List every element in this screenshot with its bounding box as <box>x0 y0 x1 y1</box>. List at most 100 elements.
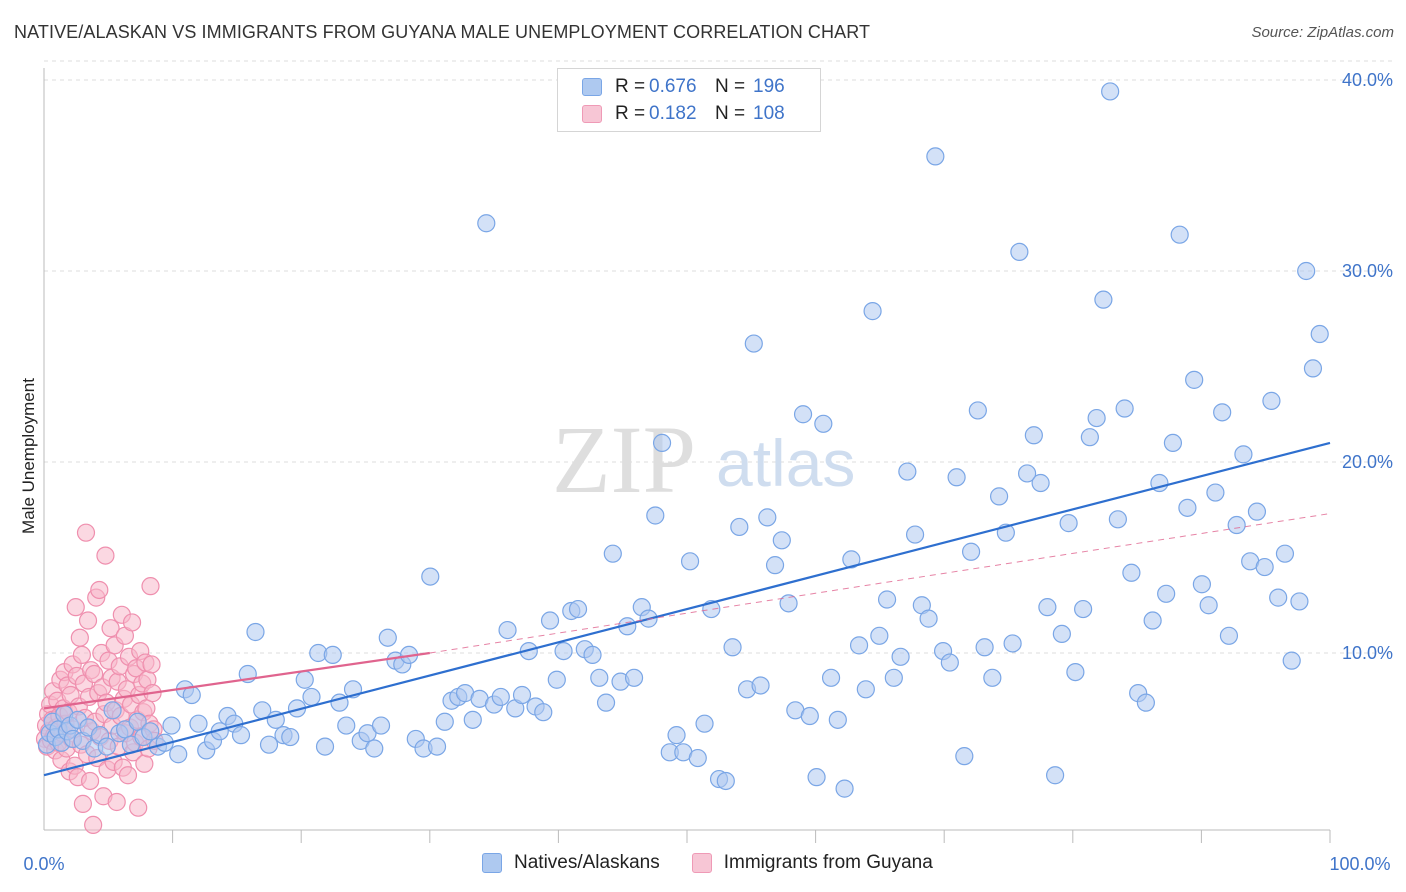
native-alaskan-point <box>646 506 665 525</box>
native-alaskan-point <box>1206 483 1225 502</box>
native-alaskan-point <box>877 590 897 609</box>
legend-r-value: 0.676 <box>649 76 697 97</box>
series-swatch-pink <box>691 853 712 873</box>
native-alaskan-point <box>849 636 869 655</box>
native-alaskan-point <box>1303 359 1323 378</box>
native-alaskan-point <box>947 468 966 487</box>
native-alaskan-point <box>583 645 602 665</box>
guyana-point <box>135 754 154 773</box>
native-alaskan-point <box>590 668 609 687</box>
native-alaskan-point <box>1031 473 1050 493</box>
series-legend: Natives/Alaskans Immigrants from Guyana <box>482 852 965 874</box>
watermark-zip-text: ZIP <box>552 406 696 513</box>
native-alaskan-point <box>744 334 763 353</box>
native-alaskan-point <box>1087 408 1106 428</box>
guyana-point <box>85 664 104 684</box>
native-alaskan-point <box>435 712 454 731</box>
native-alaskan-point <box>1108 510 1127 529</box>
native-alaskan-point <box>1282 651 1301 670</box>
guyana-point <box>141 577 160 596</box>
guyana-point <box>90 580 109 600</box>
native-alaskan-point <box>1017 464 1037 483</box>
native-alaskan-point <box>1310 324 1329 344</box>
series-legend-guyana[interactable]: Immigrants from Guyana <box>691 852 933 874</box>
native-alaskan-point <box>1066 662 1085 682</box>
native-alaskan-point <box>189 714 208 733</box>
native-alaskan-point <box>905 525 925 544</box>
native-alaskan-point <box>975 638 994 657</box>
series-legend-natives[interactable]: Natives/Alaskans <box>482 852 660 874</box>
native-alaskan-point <box>421 567 440 586</box>
watermark: ZIP atlas <box>552 406 855 513</box>
native-alaskan-point <box>1094 290 1113 309</box>
native-alaskan-point <box>919 609 938 628</box>
native-alaskan-point <box>652 433 672 452</box>
native-alaskan-point <box>1163 433 1183 452</box>
native-alaskan-point <box>898 462 917 481</box>
native-alaskan-point <box>169 745 188 764</box>
native-alaskan-point <box>828 710 847 729</box>
native-alaskan-point <box>1178 498 1197 517</box>
native-alaskan-point <box>1003 634 1022 653</box>
legend-n-label: N = <box>715 103 746 124</box>
native-alaskan-point <box>814 414 833 433</box>
legend-swatch-pink <box>582 105 602 123</box>
native-alaskan-point <box>1192 575 1211 594</box>
native-alaskan-point <box>463 710 482 729</box>
y-tick-label: 20.0% <box>1342 452 1393 472</box>
native-alaskan-point <box>371 716 391 735</box>
native-alaskan-point <box>547 670 566 689</box>
native-alaskan-point <box>1101 82 1120 101</box>
x-tick-label-min: 0.0% <box>23 854 64 874</box>
native-alaskan-point <box>554 641 573 661</box>
native-alaskan-point <box>891 647 910 666</box>
guyana-point <box>96 546 115 565</box>
native-alaskan-point <box>1234 445 1253 464</box>
native-alaskan-point <box>97 737 116 756</box>
legend-n-value: 108 <box>753 103 785 124</box>
native-alaskan-point <box>807 768 826 787</box>
native-alaskan-point <box>1227 515 1246 535</box>
native-alaskan-point <box>821 668 841 687</box>
watermark-atlas-text: atlas <box>716 426 855 500</box>
native-alaskan-point <box>983 668 1002 687</box>
native-alaskan-point <box>315 737 335 756</box>
native-alaskan-point <box>863 302 882 321</box>
native-alaskan-point <box>1170 225 1189 244</box>
gridlines <box>44 60 1395 654</box>
native-alaskan-point <box>772 531 791 550</box>
native-alaskan-point <box>603 544 622 563</box>
native-alaskan-point <box>540 611 560 630</box>
native-alaskan-point <box>688 748 707 768</box>
native-alaskan-point <box>1059 514 1078 533</box>
native-alaskan-point <box>103 701 122 720</box>
y-tick-label: 30.0% <box>1342 261 1393 281</box>
native-alaskan-point <box>800 706 819 726</box>
native-alaskan-point <box>856 680 875 699</box>
native-alaskan-point <box>680 552 700 571</box>
guyana-trend-extension <box>429 513 1331 654</box>
native-alaskan-point <box>1275 544 1295 563</box>
native-alaskan-point <box>884 668 903 687</box>
native-alaskan-trend-line <box>43 441 1331 777</box>
native-alaskan-point <box>1219 626 1239 645</box>
native-alaskan-point <box>1262 391 1281 410</box>
series-swatch-blue <box>482 853 502 873</box>
native-alaskan-point <box>793 405 813 424</box>
y-axis-tick-labels: 10.0% 20.0% 30.0% 40.0% <box>1342 70 1393 663</box>
guyana-point <box>72 645 91 665</box>
legend-row-guyana: R = 0.182 N = 108 <box>558 101 785 127</box>
native-alaskan-point <box>751 676 770 695</box>
x-tick-label-max: 100.0% <box>1329 854 1390 874</box>
guyana-point <box>101 619 120 638</box>
native-alaskan-point <box>141 722 160 741</box>
native-alaskan-point <box>870 626 889 645</box>
native-alaskan-point <box>1046 766 1065 785</box>
native-alaskan-point <box>765 556 785 575</box>
legend-r-label: R = <box>615 76 646 97</box>
native-alaskan-point <box>358 724 377 743</box>
native-alaskan-point <box>716 771 735 791</box>
native-alaskan-point <box>1074 599 1093 619</box>
guyana-point <box>129 798 148 817</box>
